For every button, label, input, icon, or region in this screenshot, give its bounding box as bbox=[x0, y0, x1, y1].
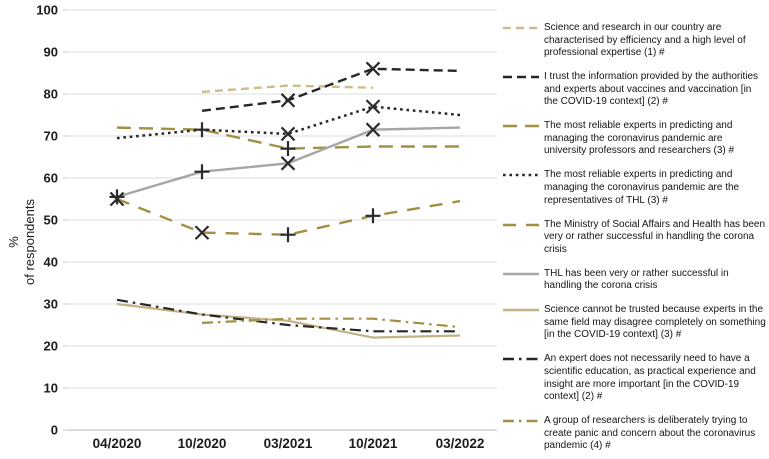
y-tick-label: 30 bbox=[44, 297, 58, 312]
y-tick-label: 40 bbox=[44, 255, 58, 270]
y-tick-label: 90 bbox=[44, 45, 58, 60]
legend-label: Science cannot be trusted because expert… bbox=[544, 304, 766, 341]
series-line-science-research-efficiency bbox=[201, 84, 374, 94]
y-tick-label: 100 bbox=[36, 3, 58, 18]
legend-label: The most reliable experts in predicting … bbox=[544, 169, 740, 206]
series-line-experts-thl-representatives bbox=[116, 105, 461, 140]
legend-item-ministry-social-affairs-success: The Ministry of Social Affairs and Healt… bbox=[502, 219, 766, 257]
legend-item-experts-thl-representatives: The most reliable experts in predicting … bbox=[502, 169, 766, 207]
plus-marker-experts-thl-representatives bbox=[194, 122, 210, 138]
x-tick-label: 03/2021 bbox=[264, 436, 313, 451]
y-tick-label: 10 bbox=[44, 381, 58, 396]
chart-legend: Science and research in our country are … bbox=[502, 0, 768, 459]
x-marker-ministry-social-affairs-success bbox=[194, 225, 210, 240]
legend-item-science-research-efficiency: Science and research in our country are … bbox=[502, 22, 766, 60]
legend-line-sample-dashed bbox=[503, 124, 539, 128]
legend-item-thl-success: THL has been very or rather successful i… bbox=[502, 268, 766, 293]
legend-item-experts-university-professors: The most reliable experts in predicting … bbox=[502, 120, 766, 158]
series-line-experts-university-professors bbox=[116, 126, 460, 150]
plus-marker-thl-success bbox=[109, 189, 125, 205]
line-chart-plot-area: 0 10 20 30 40 50 60 70 80 90 100 04/2020 10/2020 03/2… bbox=[36, 3, 497, 451]
x-tick-label: 10/2020 bbox=[178, 436, 227, 451]
y-tick-label: 20 bbox=[44, 339, 58, 354]
x-tick-label: 04/2020 bbox=[93, 436, 142, 451]
plus-marker-ministry-social-affairs-success bbox=[280, 227, 296, 243]
y-tick-label: 0 bbox=[51, 423, 58, 438]
legend-line-sample-dash-dot bbox=[503, 419, 539, 423]
x-marker-experts-thl-representatives bbox=[280, 126, 296, 142]
x-tick-label: 03/2022 bbox=[436, 436, 485, 451]
series-line-trust-authorities-vaccines bbox=[201, 67, 461, 112]
legend-line-sample-dash-dot bbox=[503, 358, 539, 361]
legend-item-trust-authorities-vaccines: I trust the information provided by the … bbox=[502, 71, 766, 109]
legend-label: A group of researchers is deliberately t… bbox=[544, 415, 756, 452]
legend-label: An expert does not necessarily need to h… bbox=[544, 353, 756, 403]
legend-line-sample-solid bbox=[503, 272, 539, 276]
plus-marker-thl-success bbox=[194, 164, 210, 180]
y-tick-label: 50 bbox=[44, 213, 58, 228]
legend-label: Science and research in our country are … bbox=[544, 22, 746, 59]
plus-marker-experts-university-professors bbox=[280, 141, 296, 157]
x-marker-experts-thl-representatives bbox=[365, 99, 381, 114]
y-tick-label: 60 bbox=[44, 171, 58, 186]
series-line-science-cannot-be-trusted bbox=[116, 302, 461, 339]
legend-line-sample-dashed bbox=[503, 223, 539, 226]
legend-line-sample-dotted bbox=[503, 174, 539, 177]
x-tick-label: 10/2021 bbox=[349, 436, 398, 451]
x-marker-trust-authorities-vaccines bbox=[280, 93, 296, 108]
legend-item-science-cannot-be-trusted: Science cannot be trusted because expert… bbox=[502, 304, 766, 342]
legend-line-sample-dashed bbox=[503, 75, 539, 79]
y-tick-label: 80 bbox=[44, 87, 58, 102]
legend-label: The most reliable experts in predicting … bbox=[544, 120, 735, 157]
series-line-researchers-creating-panic bbox=[201, 317, 461, 329]
legend-item-expert-no-scientific-education: An expert does not necessarily need to h… bbox=[502, 353, 766, 403]
y-tick-label: 70 bbox=[44, 129, 58, 144]
x-marker-thl-success bbox=[365, 122, 381, 137]
legend-line-sample-solid bbox=[503, 308, 539, 312]
legend-label: The Ministry of Social Affairs and Healt… bbox=[544, 218, 766, 255]
legend-label: I trust the information provided by the … bbox=[544, 71, 759, 108]
series-line-expert-no-scientific-education bbox=[116, 298, 460, 333]
plus-marker-ministry-social-affairs-success bbox=[365, 208, 381, 224]
legend-line-sample-dashed bbox=[503, 26, 539, 30]
legend-label: THL has been very or rather successful i… bbox=[544, 267, 729, 292]
x-marker-trust-authorities-vaccines bbox=[365, 61, 381, 77]
legend-item-researchers-creating-panic: A group of researchers is deliberately t… bbox=[502, 415, 766, 453]
x-marker-thl-success bbox=[280, 156, 296, 171]
